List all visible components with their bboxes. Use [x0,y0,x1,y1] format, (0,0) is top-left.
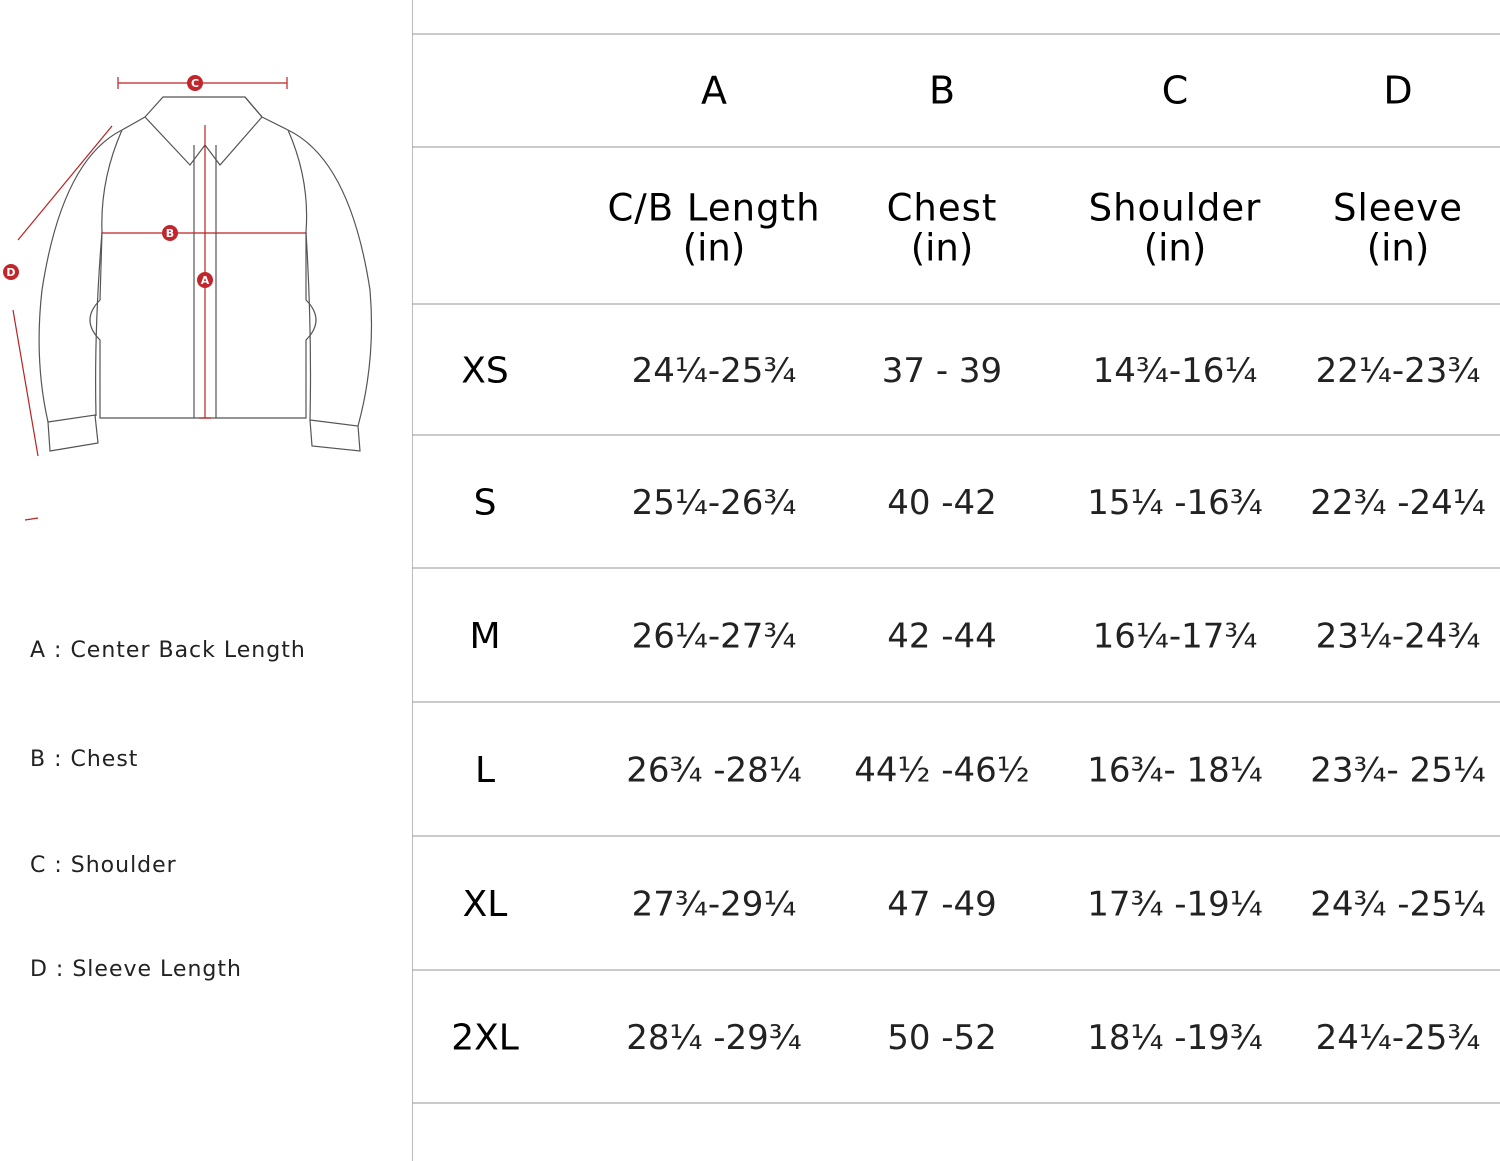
size-value: 24¼-25¾ [1316,1018,1481,1058]
marker-letter: B [166,227,174,240]
divider [412,0,413,1161]
size-value: 15¼ -16¾ [1087,483,1263,523]
size-label: L [475,750,495,791]
size-label: XS [461,351,509,392]
size-value: 17¾ -19¼ [1087,885,1263,925]
markers: C B A D [3,75,213,288]
legend-item: A : Center Back Length [30,638,306,663]
measure-lines [12,77,306,521]
size-label: M [469,616,500,657]
size-value: 16¼-17¾ [1093,617,1258,657]
marker-letter: C [191,77,199,90]
jacket-diagram: C B A D [3,75,373,521]
marker-dot [187,75,203,91]
marker-letter: D [6,266,15,279]
column-unit: (in) [1144,227,1207,270]
size-value: 25¼-26¾ [632,483,797,523]
size-label: XL [463,884,508,925]
size-value: 22¾ -24¼ [1310,483,1486,523]
column-unit: (in) [683,227,746,270]
marker-dot [3,264,19,280]
size-value: 37 - 39 [882,351,1002,391]
size-value: 26¾ -28¼ [626,751,802,791]
size-value: 40 -42 [887,483,997,523]
size-value: 42 -44 [887,617,997,657]
column-letter: A [701,69,727,113]
column-label: Sleeve [1333,187,1463,230]
legend-item: D : Sleeve Length [30,957,242,982]
size-value: 47 -49 [887,885,997,925]
size-value: 28¼ -29¾ [626,1018,802,1058]
size-value: 24¾ -25¼ [1310,885,1486,925]
size-value: 24¼-25¾ [632,351,797,391]
legend-item: C : Shoulder [30,853,177,878]
column-label: C/B Length [607,187,820,230]
size-label: 2XL [451,1018,519,1059]
size-table: AC/B Length(in)BChest(in)CShoulder(in)DS… [412,33,1500,1104]
column-label: Chest [887,187,998,230]
size-value: 23¾- 25¼ [1310,751,1486,791]
column-letter: B [929,69,955,113]
column-letter: D [1383,69,1412,113]
size-value: 50 -52 [887,1018,997,1058]
column-label: Shoulder [1089,187,1262,230]
marker-dot [197,272,213,288]
column-unit: (in) [1367,227,1430,270]
size-value: 26¼-27¾ [632,617,797,657]
marker-dot [162,225,178,241]
column-letter: C [1162,69,1189,113]
marker-letter: A [201,274,210,287]
legend-item: B : Chest [30,747,139,772]
size-value: 14¾-16¼ [1093,351,1258,391]
size-value: 44½ -46½ [854,751,1030,791]
size-value: 27¾-29¼ [632,885,797,925]
column-unit: (in) [911,227,974,270]
size-value: 23¼-24¾ [1316,617,1481,657]
size-value: 22¼-23¾ [1316,351,1481,391]
size-value: 16¾- 18¼ [1087,751,1263,791]
size-value: 18¼ -19¾ [1087,1018,1263,1058]
size-label: S [474,483,497,524]
